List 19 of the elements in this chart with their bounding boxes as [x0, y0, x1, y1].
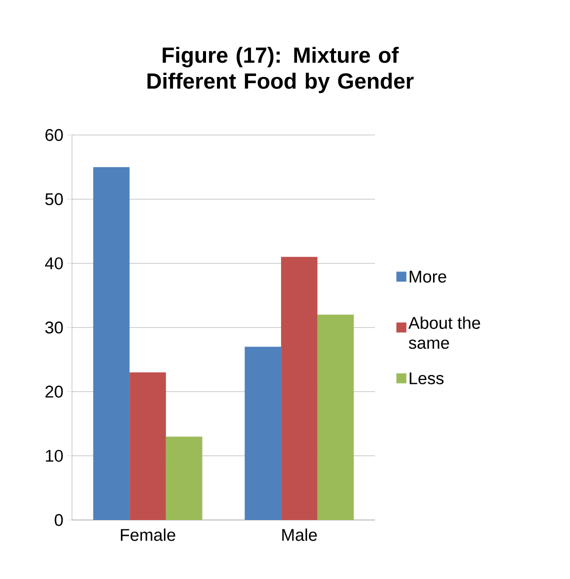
x-tick-label: Female	[120, 528, 176, 541]
y-tick-label: 10	[46, 450, 63, 462]
y-tick-label: 0	[54, 514, 63, 526]
bar	[130, 372, 166, 520]
y-tick-label: 30	[45, 322, 63, 334]
legend-label: More	[410, 270, 446, 283]
bar	[317, 314, 354, 520]
y-tick-label: 40	[45, 257, 63, 270]
legend-label: About the same	[408, 316, 480, 349]
bar	[93, 167, 130, 520]
legend-label: Less	[410, 372, 444, 384]
x-tick-label: Male	[282, 528, 317, 541]
y-tick-label: 20	[46, 386, 63, 398]
bar	[244, 346, 282, 520]
bar	[166, 436, 202, 520]
bar	[281, 256, 318, 520]
y-tick-label: 60	[46, 129, 63, 141]
y-tick-label: 50	[45, 193, 63, 206]
chart-title: Figure (17): Mixture of Different Food by Gender	[148, 46, 414, 94]
